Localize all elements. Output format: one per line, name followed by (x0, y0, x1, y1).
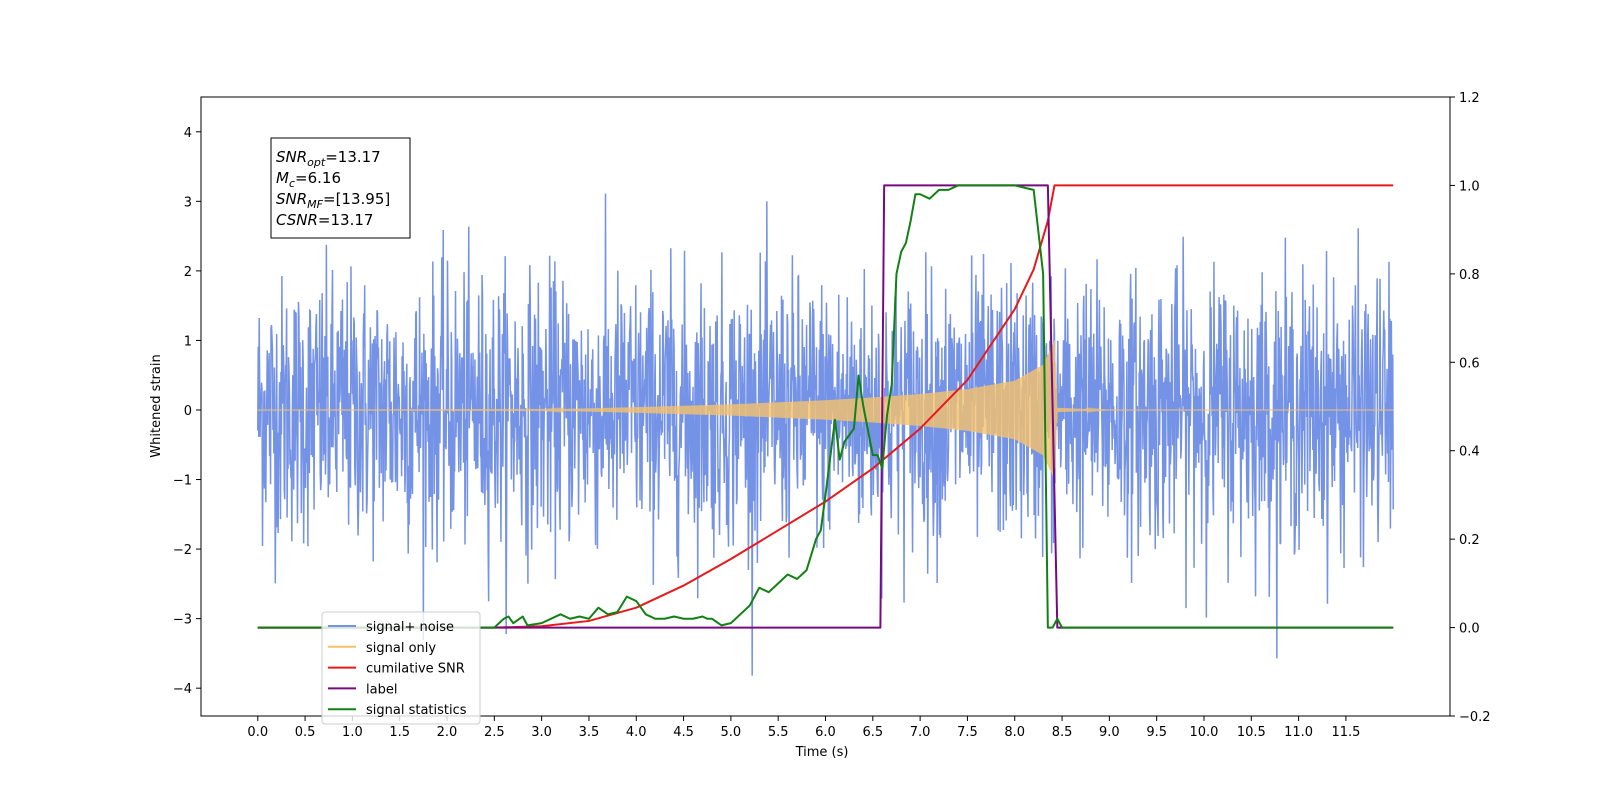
x-tick-label: 5.0 (721, 725, 742, 740)
y-left-tick-label: −1 (173, 474, 192, 489)
annotation-line: SNRMF=[13.95] (276, 190, 390, 211)
legend-label: cumilative SNR (366, 662, 465, 677)
x-tick-label: 7.0 (910, 725, 931, 740)
x-tick-label: 9.5 (1146, 725, 1167, 740)
x-tick-label: 8.0 (1004, 725, 1025, 740)
y-left-tick-label: 0 (184, 404, 192, 419)
y-left-tick-label: −2 (173, 543, 192, 558)
x-tick-label: 1.0 (342, 725, 363, 740)
series-layer (257, 184, 1394, 676)
y-axis-left: 4 3 2 1 0 −1 −2 −3 −4 (173, 126, 201, 697)
y-right-tick-label: 0.8 (1459, 268, 1480, 283)
x-tick-label: 10.5 (1237, 725, 1266, 740)
y-right-tick-label: 1.2 (1459, 91, 1480, 106)
x-tick-label: 1.5 (389, 725, 410, 740)
x-tick-label: 11.0 (1284, 725, 1313, 740)
legend-label: signal statistics (366, 703, 467, 718)
x-axis: 0.0 0.5 1.0 1.5 2.0 2.5 3.0 3.5 4.0 4.5 5.0 5.5 6.0 6… (247, 716, 1360, 740)
y-left-tick-label: 2 (184, 265, 192, 280)
y-right-tick-label: 0.2 (1459, 533, 1480, 548)
series-signal-statistics-line (257, 184, 1394, 629)
x-tick-label: 0.5 (295, 725, 316, 740)
legend-label: signal+ noise (366, 620, 454, 635)
x-tick-label: 4.5 (673, 725, 694, 740)
y-right-tick-label: 1.0 (1459, 179, 1480, 194)
y-right-tick-label: 0.6 (1459, 356, 1480, 371)
y-axis-label: Whitened strain (149, 354, 164, 457)
annotation-line: Mc=6.16 (276, 169, 341, 190)
x-axis-label: Time (s) (795, 745, 849, 760)
x-tick-label: 0.0 (247, 725, 268, 740)
x-tick-label: 3.5 (579, 725, 600, 740)
x-tick-label: 7.5 (957, 725, 978, 740)
x-tick-label: 6.0 (815, 725, 836, 740)
x-tick-label: 11.5 (1331, 725, 1360, 740)
legend-frame (321, 611, 481, 725)
series-signal-noise-line (257, 193, 1394, 676)
y-left-tick-label: −3 (173, 613, 192, 628)
x-tick-label: 6.5 (862, 725, 883, 740)
legend-label: label (366, 682, 397, 697)
y-left-tick-label: −4 (173, 682, 192, 697)
y-axis-right: 1.2 1.0 0.8 0.6 0.4 0.2 0.0 −0.2 (1450, 91, 1491, 725)
y-right-tick-label: −0.2 (1459, 710, 1491, 725)
x-tick-label: 3.0 (531, 725, 552, 740)
series-signal-only-line (257, 340, 1394, 479)
x-tick-label: 5.5 (768, 725, 789, 740)
annotation-box: SNRopt=13.17Mc=6.16SNRMF=[13.95]CSNR=13.… (270, 137, 411, 239)
y-right-tick-label: 0.4 (1459, 445, 1480, 460)
y-left-tick-label: 4 (184, 126, 192, 141)
x-tick-label: 10.0 (1190, 725, 1219, 740)
x-tick-label: 4.0 (626, 725, 647, 740)
legend: signal+ noise signal only cumilative SNR la… (321, 611, 481, 725)
y-left-tick-label: 1 (184, 334, 192, 349)
annotation-frame (270, 137, 411, 239)
y-right-tick-label: 0.0 (1459, 622, 1480, 637)
annotation-line: SNRopt=13.17 (276, 148, 381, 169)
y-left-tick-label: 3 (184, 195, 192, 210)
x-tick-label: 2.5 (484, 725, 505, 740)
x-tick-label: 2.0 (437, 725, 458, 740)
legend-label: signal only (366, 641, 436, 656)
annotation-line: CSNR=13.17 (276, 211, 373, 229)
x-tick-label: 8.5 (1052, 725, 1073, 740)
x-tick-label: 9.0 (1099, 725, 1120, 740)
